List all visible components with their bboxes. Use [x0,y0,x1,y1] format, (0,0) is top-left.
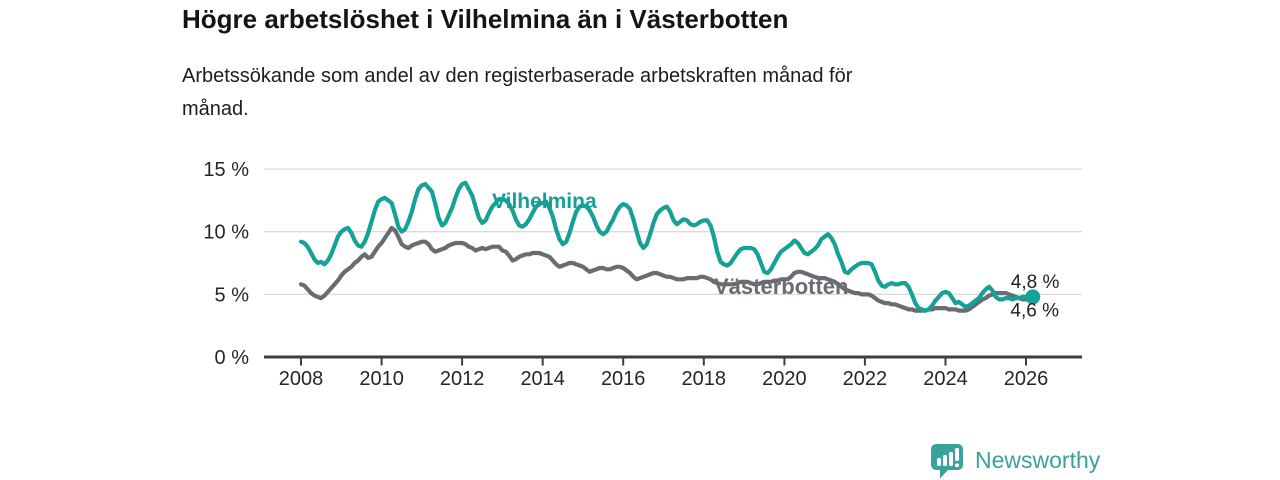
series-label-vilhelmina: Vilhelmina [492,190,597,213]
latest-value-dot-vilhelmina [1025,289,1041,305]
y-axis-tick-label: 10 % [203,222,249,244]
newsworthy-wordmark: Newsworthy [975,447,1101,473]
y-axis-tick-label: 15 % [203,159,249,181]
x-axis-tick-label: 2014 [520,368,565,390]
x-axis-tick-label: 2022 [843,368,888,390]
newsworthy-branding[interactable]: Newsworthy [929,442,1100,479]
x-axis-tick-label: 2018 [682,368,727,390]
x-axis-tick-label: 2012 [440,368,485,390]
x-axis-tick-label: 2026 [1004,368,1049,390]
series-line-vilhelmina [298,180,1035,313]
x-axis-tick-label: 2024 [923,368,968,390]
y-axis-tick-label: 0 % [215,347,250,369]
end-value-label-vilhelmina: 4,8 % [1011,272,1060,293]
series-label-västerbotten: Västerbotten [714,274,848,299]
x-axis-tick-label: 2010 [359,368,404,390]
newsworthy-logo-icon [931,444,963,479]
x-axis-tick-label: 2020 [762,368,807,390]
y-axis-tick-label: 5 % [215,284,250,306]
chart-subtitle: Arbetssökande som andel av den registerb… [182,65,853,120]
series-line-västerbotten [298,225,1032,313]
chart-title: Högre arbetslöshet i Vilhelmina än i Väs… [182,4,789,34]
x-axis-tick-label: 2016 [601,368,646,390]
end-value-label-västerbotten: 4,6 % [1010,300,1059,321]
x-axis-tick-label: 2008 [279,368,324,390]
